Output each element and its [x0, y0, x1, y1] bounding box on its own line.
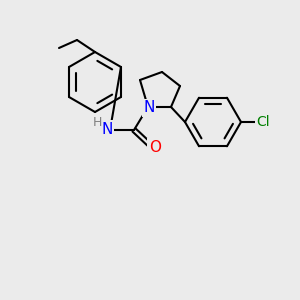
Text: O: O: [149, 140, 161, 154]
Text: Cl: Cl: [256, 115, 270, 129]
Text: N: N: [101, 122, 113, 136]
Text: H: H: [92, 116, 102, 128]
Text: N: N: [143, 100, 155, 116]
